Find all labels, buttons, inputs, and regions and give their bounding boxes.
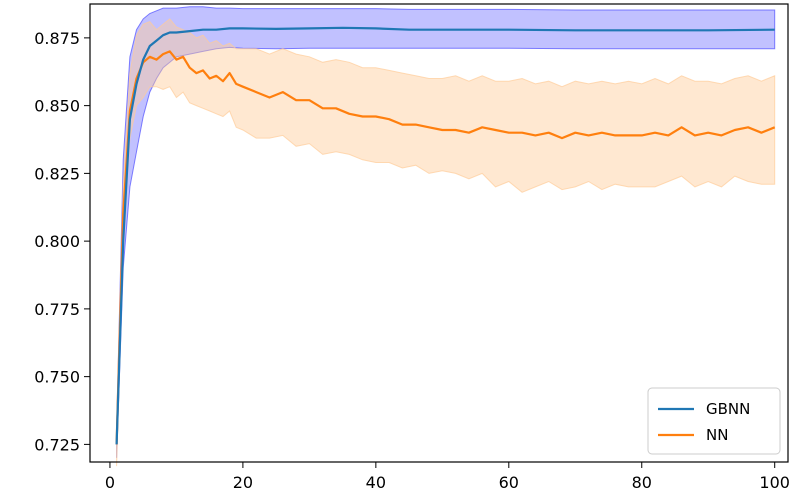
band-gbnn — [116, 6, 776, 458]
y-tick-label: 0.825 — [34, 164, 80, 183]
series-lines — [115, 26, 776, 445]
y-tick-label: 0.800 — [34, 232, 80, 251]
series-line-nn — [115, 50, 776, 445]
x-tick-label: 20 — [233, 473, 253, 492]
x-tick-label: 100 — [759, 473, 790, 492]
x-tick-label: 80 — [632, 473, 652, 492]
y-tick-label: 0.725 — [34, 435, 80, 454]
x-tick-label: 0 — [105, 473, 115, 492]
x-tick-label: 40 — [366, 473, 386, 492]
legend-label-nn: NN — [706, 426, 728, 444]
y-tick-label: 0.850 — [34, 97, 80, 116]
axes-frame — [89, 3, 789, 463]
x-axis: 0 20 40 60 80 100 — [105, 462, 790, 492]
series-line-gbnn — [115, 26, 775, 445]
y-tick-label: 0.750 — [34, 368, 80, 387]
x-tick-label: 60 — [499, 473, 519, 492]
legend-label-gbnn: GBNN — [706, 400, 750, 418]
confidence-bands — [116, 6, 776, 467]
y-tick-label: 0.875 — [34, 29, 80, 48]
y-tick-label: 0.775 — [34, 300, 80, 319]
legend: GBNN NN — [647, 387, 781, 455]
band-nn — [116, 18, 776, 467]
y-axis: 0.725 0.750 0.775 0.800 0.825 0.850 0.875 — [34, 29, 90, 454]
legend-box — [647, 387, 781, 455]
